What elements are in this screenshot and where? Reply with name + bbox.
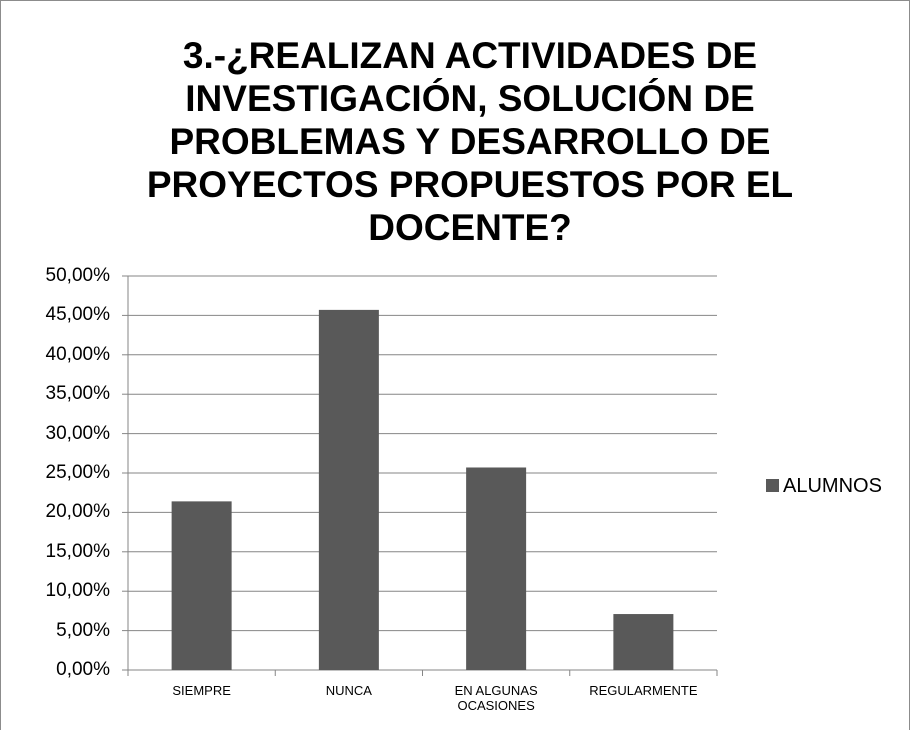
y-tick-label: 25,00% xyxy=(45,462,110,483)
y-tick-label: 20,00% xyxy=(45,501,110,523)
bar xyxy=(171,501,232,670)
y-tick-label: 35,00% xyxy=(45,383,110,405)
y-tick-label: 5,00% xyxy=(56,619,110,641)
x-tick-label: NUNCA xyxy=(325,683,372,698)
bar xyxy=(466,467,527,670)
x-tick-label: REGULARMENTE xyxy=(589,683,698,698)
y-tick-label: 30,00% xyxy=(45,422,110,444)
y-tick-label: 10,00% xyxy=(45,580,110,602)
chart-title: 3.-¿REALIZAN ACTIVIDADES DE INVESTIGACIÓ… xyxy=(146,35,794,248)
x-tick-label: EN ALGUNAS OCASIONES xyxy=(454,683,538,713)
bar xyxy=(318,309,379,670)
y-tick-label: 15,00% xyxy=(45,540,110,562)
y-tick-label: 0,00% xyxy=(56,659,110,680)
y-tick-label: 40,00% xyxy=(45,343,110,365)
y-tick-label: 45,00% xyxy=(45,304,110,326)
legend-label: ALUMNOS xyxy=(783,475,882,497)
y-tick-label: 50,00% xyxy=(45,265,110,286)
bar xyxy=(613,614,674,670)
x-tick-label: SIEMPRE xyxy=(172,683,231,698)
legend-swatch xyxy=(766,479,779,492)
